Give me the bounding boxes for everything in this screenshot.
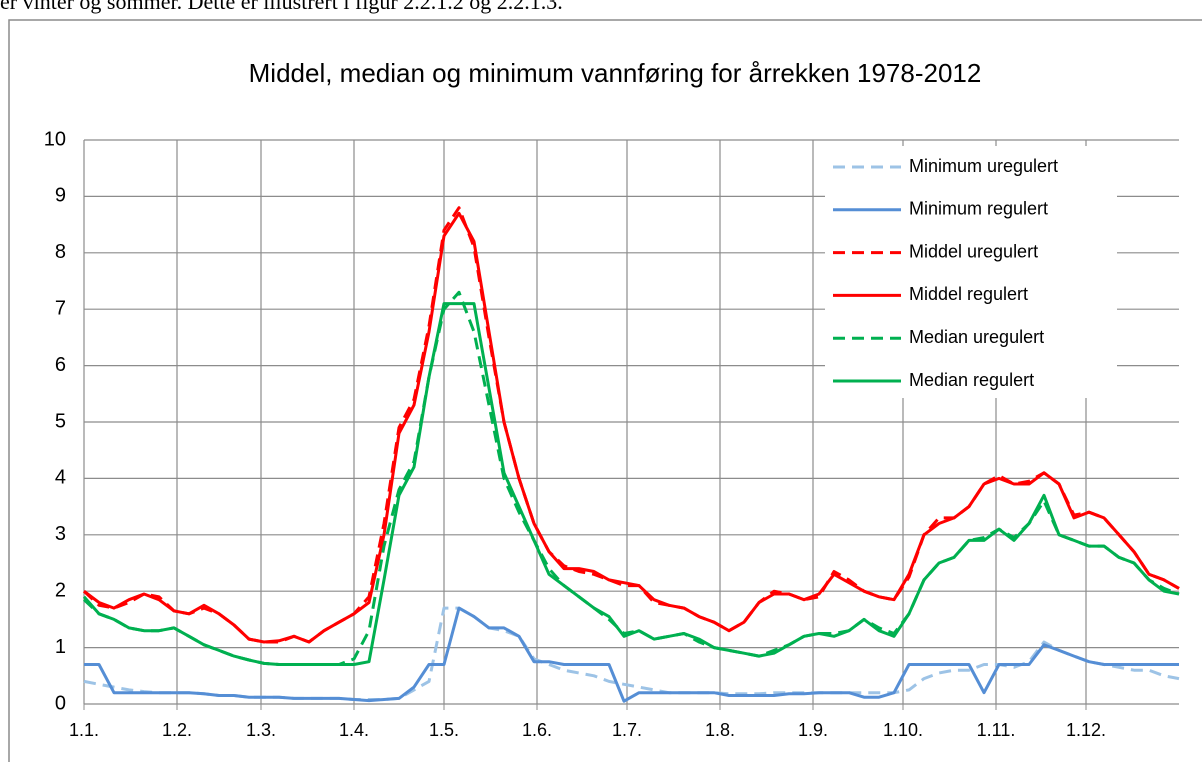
chart-frame [8,19,1202,762]
y-tick-label: 5 [55,410,66,432]
chart-title: Middel, median og minimum vannføring for… [249,58,982,88]
legend-label: Median uregulert [909,327,1044,347]
y-tick-label: 4 [55,467,66,489]
y-tick-label: 7 [55,297,66,319]
legend-box [825,146,1117,398]
legend-label: Minimum uregulert [909,156,1058,176]
y-tick-label: 3 [55,523,66,545]
legend-label: Minimum regulert [909,199,1048,219]
x-tick-label: 1.7. [612,720,642,740]
y-tick-label: 10 [44,128,66,150]
series-line [83,606,1180,701]
y-tick-label: 8 [55,241,66,263]
series-line [83,211,1180,644]
x-tick-label: 1.4. [339,720,369,740]
x-tick-label: 1.12. [1066,720,1106,740]
legend-label: Median regulert [909,370,1034,390]
legend-label: Middel uregulert [909,241,1038,261]
y-tick-label: 0 [55,692,66,714]
x-tick-label: 1.10. [883,720,923,740]
series-line [84,606,1179,703]
x-tick-label: 1.2. [162,720,192,740]
x-tick-label: 1.6. [522,720,552,740]
x-tick-label: 1.5. [429,720,459,740]
x-tick-label: 1.8. [705,720,735,740]
x-tick-label: 1.3. [246,720,276,740]
page-text: er vinter og sommer. Dette er illustrert… [0,0,563,14]
y-tick-label: 2 [55,579,66,601]
y-tick-label: 1 [55,636,66,658]
y-tick-label: 9 [55,185,66,207]
series-line [82,302,1180,666]
x-tick-label: 1.9. [798,720,828,740]
x-tick-label: 1.1. [69,720,99,740]
y-tick-label: 6 [55,354,66,376]
x-tick-label: 1.11. [977,720,1016,740]
legend-label: Middel regulert [909,284,1028,304]
